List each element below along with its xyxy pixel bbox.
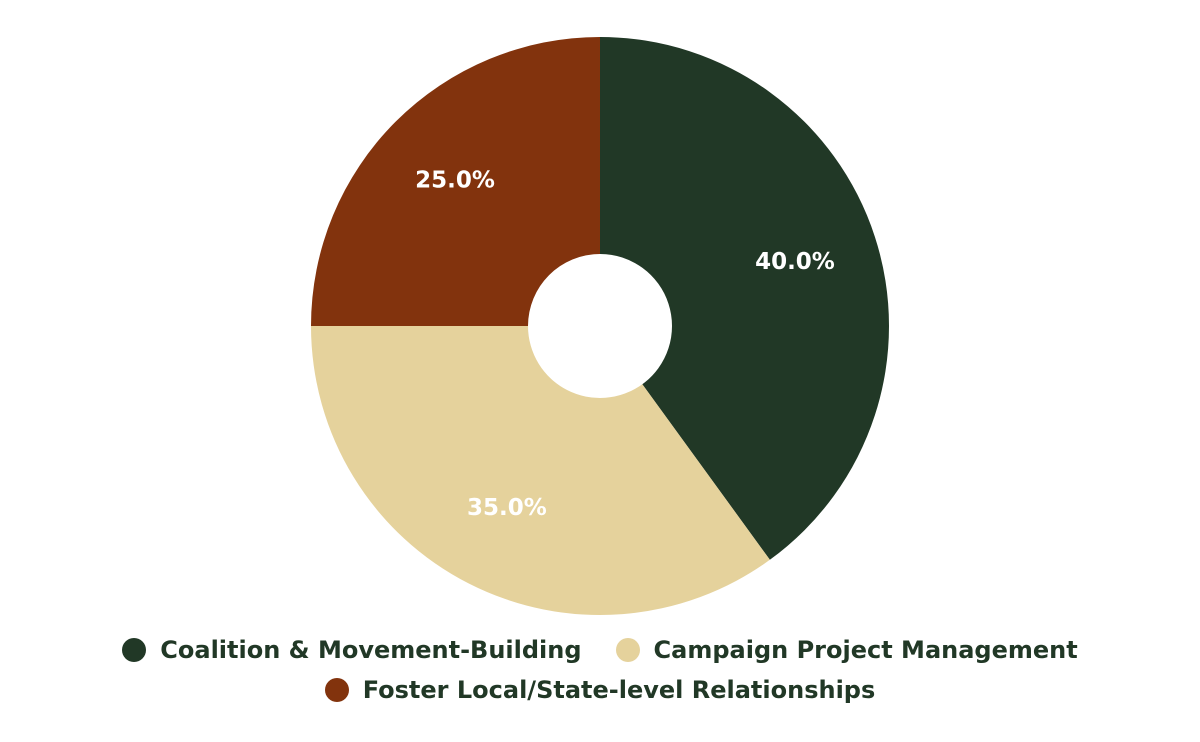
legend-label: Campaign Project Management xyxy=(653,636,1078,664)
legend-label: Foster Local/State-level Relationships xyxy=(362,676,876,704)
donut-slice xyxy=(311,326,770,616)
data-label: 40.0% xyxy=(755,249,835,275)
legend-item: Campaign Project Management xyxy=(615,634,1078,666)
legend-swatch xyxy=(615,638,640,662)
donut-slice xyxy=(600,37,889,560)
legend-label: Coalition & Movement-Building xyxy=(160,636,582,664)
legend: Coalition & Movement-Building Campaign Pr… xyxy=(100,634,1100,706)
donut-slice xyxy=(311,37,600,326)
legend-swatch xyxy=(324,678,349,702)
chart: 40.0% 35.0% 25.0% xyxy=(311,37,889,616)
data-label: 25.0% xyxy=(415,168,495,194)
legend-swatch xyxy=(122,638,147,662)
data-label: 35.0% xyxy=(467,495,547,521)
legend-item: Coalition & Movement-Building xyxy=(122,634,582,666)
legend-item: Foster Local/State-level Relationships xyxy=(324,674,876,706)
